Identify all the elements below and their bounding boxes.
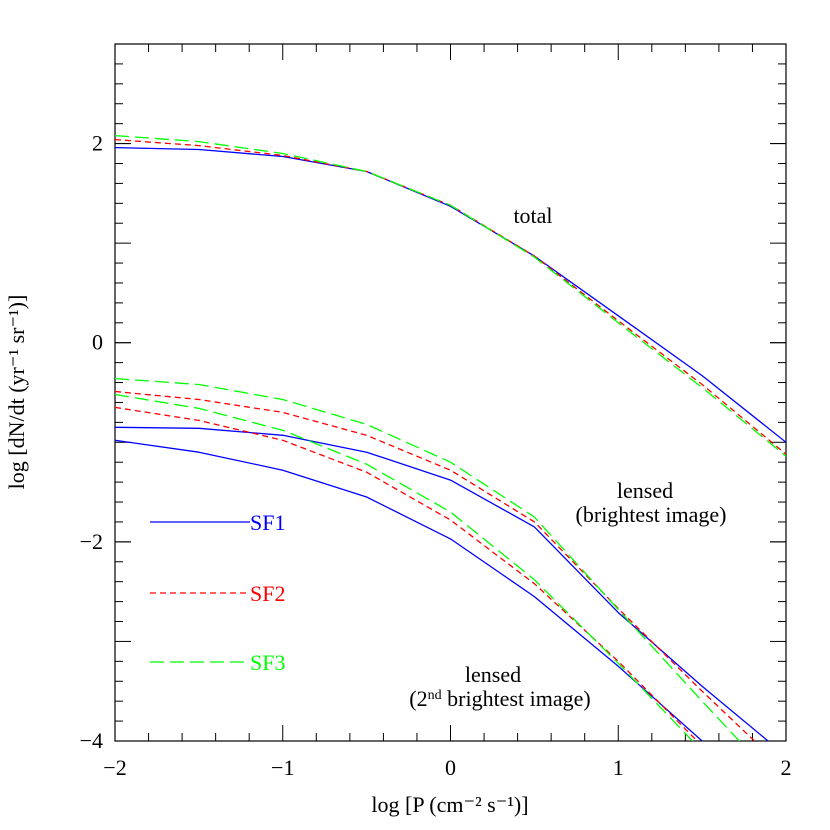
y-axis-label: log [dN/dt (yr⁻¹ sr⁻¹)] bbox=[4, 295, 29, 490]
plot-frame bbox=[114, 43, 787, 742]
annotation-part: nd bbox=[428, 688, 442, 703]
x-axis-label: log [P (cm⁻² s⁻¹)] bbox=[371, 792, 528, 817]
curve-brightest bbox=[115, 377, 741, 741]
curve-second bbox=[115, 406, 699, 741]
legend-label: SF3 bbox=[250, 650, 285, 675]
y-tick-label: 0 bbox=[92, 330, 103, 355]
legend-label: SF2 bbox=[250, 581, 285, 606]
curve-total bbox=[115, 146, 786, 443]
curve-total bbox=[115, 134, 786, 457]
curve-brightest bbox=[115, 426, 770, 741]
annotation-part: (2 bbox=[409, 686, 427, 711]
annotation: lensed bbox=[465, 662, 521, 687]
y-tick-label: −2 bbox=[80, 529, 103, 554]
y-tick-label: 2 bbox=[92, 131, 103, 156]
x-tick-label: 0 bbox=[445, 755, 456, 780]
annotation: (2nd brightest image) bbox=[409, 686, 590, 711]
curves bbox=[115, 134, 786, 741]
curve-total bbox=[115, 138, 786, 455]
curve-brightest bbox=[115, 390, 756, 741]
legend-label: SF1 bbox=[250, 510, 285, 535]
annotation: total bbox=[513, 203, 552, 228]
curve-second bbox=[115, 439, 704, 741]
curve-second bbox=[115, 393, 694, 741]
x-tick-label: 1 bbox=[613, 755, 624, 780]
annotation: (brightest image) bbox=[576, 502, 727, 527]
annotation-part: brightest image) bbox=[442, 686, 591, 711]
x-tick-label: 2 bbox=[781, 755, 792, 780]
x-tick-label: −2 bbox=[103, 755, 126, 780]
y-tick-label: −4 bbox=[80, 728, 103, 753]
annotation: lensed bbox=[617, 478, 673, 503]
x-tick-label: −1 bbox=[271, 755, 294, 780]
